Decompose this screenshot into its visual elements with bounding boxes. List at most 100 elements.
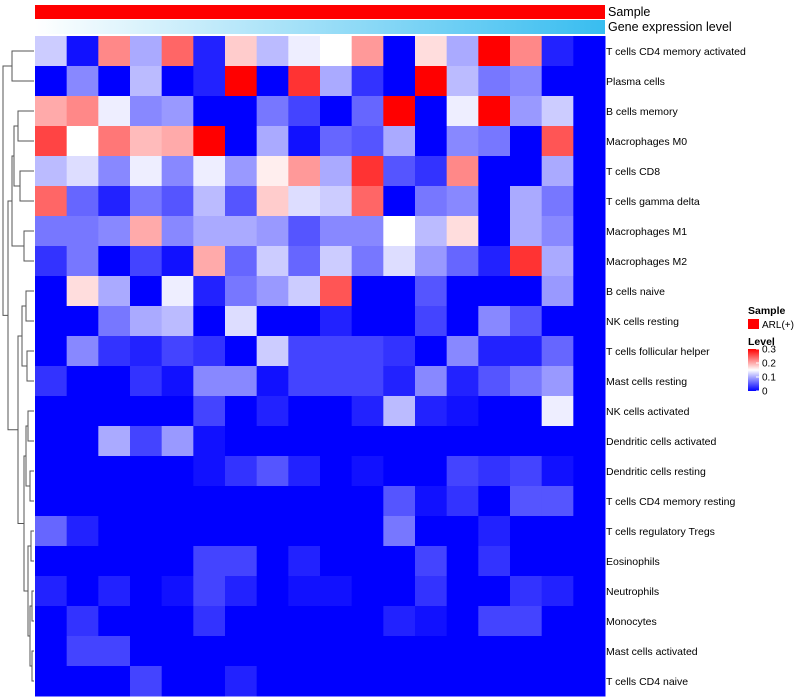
heatmap-cell <box>66 606 99 637</box>
heatmap-cell <box>193 66 226 97</box>
heatmap-cell <box>35 96 68 127</box>
heatmap-cell <box>573 156 606 187</box>
heatmap-cell <box>35 156 68 187</box>
heatmap-cell <box>351 96 384 127</box>
heatmap-cell <box>98 216 131 247</box>
heatmap-cell <box>256 336 289 367</box>
heatmap-cell <box>478 276 511 307</box>
heatmap-cell <box>193 366 226 397</box>
heatmap-cell <box>161 396 194 427</box>
heatmap-cell <box>446 216 479 247</box>
row-label: Macrophages M1 <box>606 226 687 238</box>
heatmap-cell <box>288 246 321 277</box>
heatmap-cell <box>478 516 511 547</box>
heatmap-cell <box>573 336 606 367</box>
heatmap-cell <box>288 606 321 637</box>
heatmap-cell <box>288 636 321 667</box>
heatmap-cell <box>510 216 543 247</box>
row-label: Dendritic cells resting <box>606 466 706 478</box>
row-dendrogram <box>2 50 34 682</box>
heatmap-cell <box>288 216 321 247</box>
heatmap-cell <box>510 66 543 97</box>
heatmap-cell <box>193 246 226 277</box>
heatmap-cell <box>415 396 448 427</box>
heatmap-cell <box>383 666 416 697</box>
heatmap-cell <box>351 396 384 427</box>
heatmap-cell <box>256 516 289 547</box>
heatmap-cell <box>446 516 479 547</box>
heatmap-cell <box>320 486 353 517</box>
heatmap-cell <box>383 246 416 277</box>
heatmap-cell <box>161 216 194 247</box>
heatmap-cell <box>351 366 384 397</box>
heatmap-cell <box>288 396 321 427</box>
heatmap-cell <box>541 606 574 637</box>
row-label: Mast cells resting <box>606 376 687 388</box>
heatmap-cell <box>383 576 416 607</box>
heatmap-cell <box>510 666 543 697</box>
heatmap-cell <box>256 96 289 127</box>
heatmap-cell <box>193 336 226 367</box>
heatmap-cell <box>446 186 479 217</box>
heatmap-cell <box>288 36 321 67</box>
heatmap-cell <box>288 576 321 607</box>
heatmap-cell <box>573 96 606 127</box>
heatmap-cell <box>415 426 448 457</box>
heatmap-cell <box>35 306 68 337</box>
heatmap-cell <box>541 486 574 517</box>
heatmap-cell <box>98 306 131 337</box>
heatmap-cell <box>256 126 289 157</box>
heatmap-cell <box>256 396 289 427</box>
heatmap-cell <box>446 666 479 697</box>
heatmap-cell <box>415 576 448 607</box>
heatmap-cell <box>573 66 606 97</box>
heatmap-cell <box>510 456 543 487</box>
heatmap-cell <box>573 306 606 337</box>
heatmap-cell <box>35 486 68 517</box>
heatmap-cell <box>573 516 606 547</box>
heatmap-cell <box>510 426 543 457</box>
heatmap-cell <box>193 276 226 307</box>
row-label: Plasma cells <box>606 76 665 88</box>
heatmap-cell <box>383 426 416 457</box>
heatmap-cell <box>161 66 194 97</box>
heatmap-cell <box>351 606 384 637</box>
heatmap-cell <box>446 126 479 157</box>
heatmap-cell <box>98 636 131 667</box>
heatmap-cell <box>446 576 479 607</box>
heatmap-cell <box>351 486 384 517</box>
heatmap-cell <box>351 66 384 97</box>
heatmap-cell <box>541 366 574 397</box>
heatmap-cell <box>415 456 448 487</box>
expression-annotation-bar <box>35 20 605 34</box>
row-label: T cells CD4 naive <box>606 676 688 688</box>
sample-annotation-label: Sample <box>608 5 650 19</box>
heatmap-cell <box>573 36 606 67</box>
heatmap-cell <box>98 276 131 307</box>
heatmap-cell <box>383 186 416 217</box>
heatmap-cell <box>193 426 226 457</box>
heatmap-cell <box>510 396 543 427</box>
heatmap-cell <box>256 666 289 697</box>
row-label: Monocytes <box>606 616 657 628</box>
heatmap-cell <box>225 246 258 277</box>
heatmap-cell <box>510 516 543 547</box>
heatmap-cell <box>161 666 194 697</box>
heatmap-cell <box>541 666 574 697</box>
heatmap-cell <box>320 576 353 607</box>
heatmap-cell <box>383 366 416 397</box>
heatmap-cell <box>446 396 479 427</box>
heatmap-cell <box>541 276 574 307</box>
heatmap-cell <box>35 516 68 547</box>
heatmap-cell <box>98 66 131 97</box>
heatmap-cell <box>320 396 353 427</box>
heatmap-cell <box>510 336 543 367</box>
row-label: B cells memory <box>606 106 679 118</box>
heatmap-cell <box>193 666 226 697</box>
heatmap-cell <box>98 456 131 487</box>
heatmap-cell <box>130 66 163 97</box>
heatmap-cell <box>130 336 163 367</box>
heatmap-cell <box>225 96 258 127</box>
heatmap-cell <box>446 156 479 187</box>
heatmap-cell <box>130 216 163 247</box>
